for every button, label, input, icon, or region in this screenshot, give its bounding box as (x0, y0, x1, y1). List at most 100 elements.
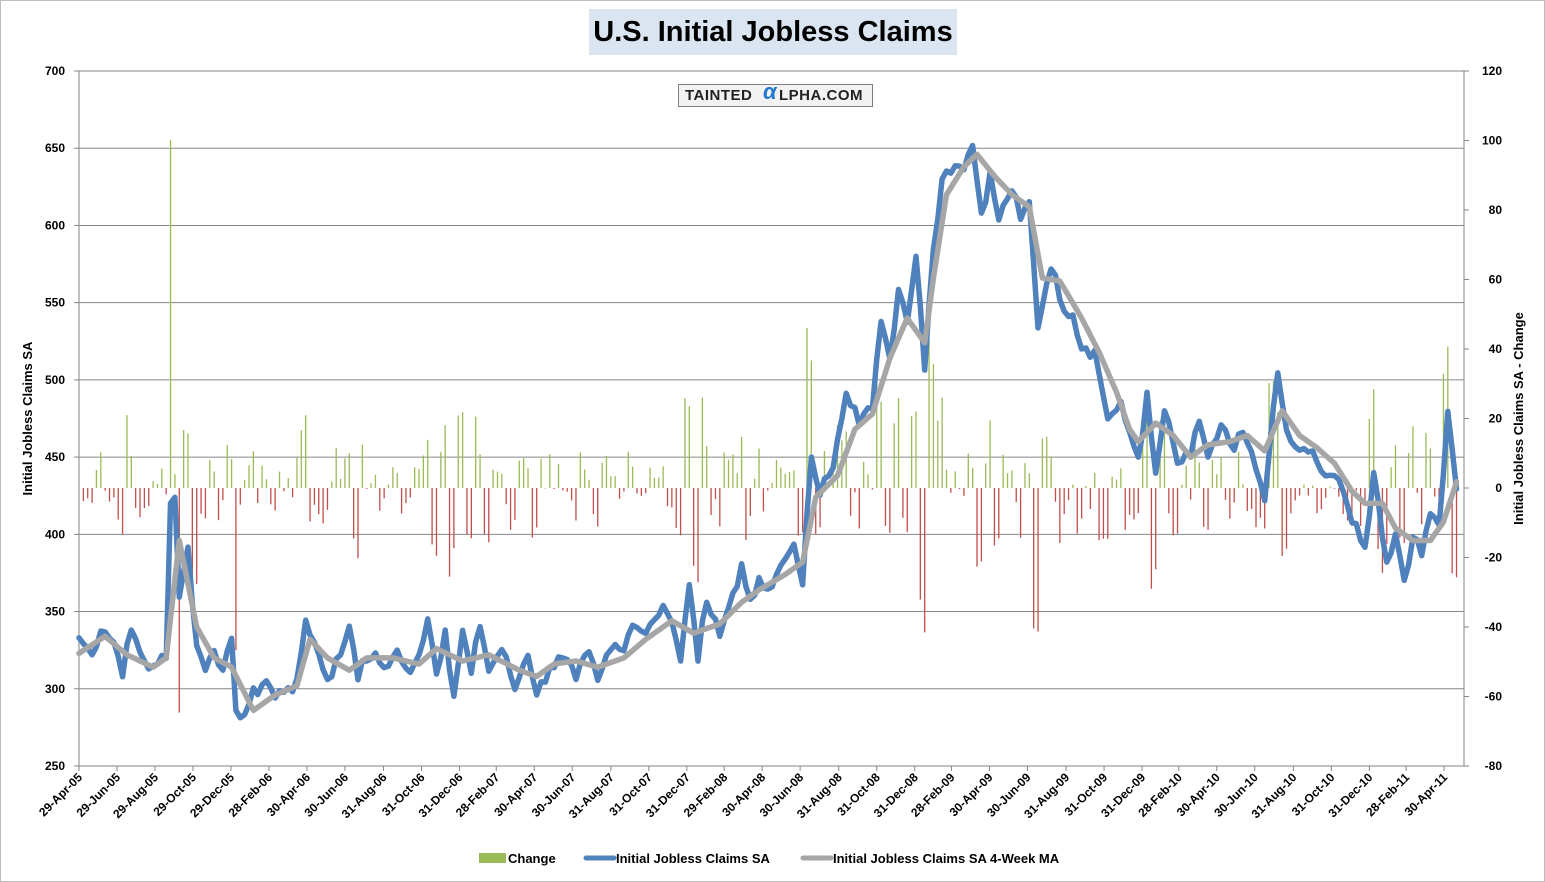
y-right-tick-label: -40 (1485, 620, 1503, 634)
change-bar (880, 401, 882, 488)
change-bar (113, 488, 115, 498)
change-bar (1006, 473, 1009, 488)
change-bar (605, 455, 608, 488)
change-bar (1455, 488, 1458, 578)
change-bar (1198, 462, 1200, 488)
change-bar (326, 488, 329, 510)
change-bar (1333, 488, 1336, 489)
change-bar (937, 420, 939, 488)
chart-title-box: U.S. Initial Jobless Claims (589, 9, 957, 55)
change-bar (985, 463, 987, 488)
change-bar (1255, 488, 1257, 528)
change-bar (732, 454, 734, 488)
change-bar (531, 488, 534, 538)
change-bar (941, 397, 943, 488)
change-bar (156, 483, 159, 488)
change-bar (387, 484, 390, 488)
change-bar (640, 488, 643, 496)
change-bar (1155, 488, 1157, 570)
change-bar (967, 453, 969, 488)
change-bar (1412, 426, 1414, 488)
change-bar (1394, 445, 1397, 488)
change-bar (1194, 432, 1196, 488)
change-bar (906, 488, 908, 533)
change-bar (701, 397, 704, 488)
change-bar (1054, 488, 1057, 502)
y-left-tick-label: 550 (45, 296, 65, 310)
change-bar (1050, 456, 1052, 488)
change-bar (108, 488, 111, 502)
change-bar (91, 488, 93, 503)
change-bar (540, 458, 542, 488)
brand-logo: TAINTED α LPHA.COM (678, 81, 873, 107)
change-bar (348, 453, 350, 488)
change-bar (427, 439, 429, 488)
change-bar (1019, 488, 1022, 538)
change-bar (1085, 485, 1087, 488)
change-bar (87, 488, 89, 499)
change-bar (575, 488, 577, 521)
change-bar (448, 488, 451, 577)
change-bar (767, 488, 769, 491)
change-bar (736, 473, 738, 488)
change-bar (758, 448, 760, 488)
change-bar (806, 328, 808, 488)
legend-label-change: Change (508, 851, 556, 866)
change-bar (1059, 488, 1061, 543)
change-bar (209, 459, 211, 488)
change-bar (444, 425, 446, 488)
plot-area-border (78, 70, 1465, 767)
change-bar (139, 488, 141, 518)
change-bar (915, 411, 917, 488)
change-bar (270, 488, 272, 505)
change-bar (265, 479, 268, 488)
change-bar (684, 398, 686, 488)
change-bar (400, 488, 403, 514)
change-bar (217, 488, 220, 521)
change-bar (414, 467, 416, 488)
change-bar (876, 378, 878, 488)
change-bar (435, 488, 438, 556)
change-bar (945, 469, 948, 488)
change-bar (1203, 488, 1205, 527)
change-bar (549, 454, 551, 488)
change-bar (461, 412, 464, 488)
change-bar (536, 488, 538, 528)
change-bar (178, 488, 180, 713)
change-bar (867, 474, 869, 488)
change-bar (544, 488, 547, 489)
y-right-tick-label: -80 (1485, 759, 1503, 773)
change-bar (309, 488, 311, 522)
change-bar (82, 488, 85, 502)
change-bar (1133, 488, 1135, 520)
change-bar (1181, 484, 1183, 488)
change-bar (278, 471, 281, 488)
change-bar (950, 488, 952, 493)
change-bar (283, 488, 285, 492)
change-bar (370, 483, 372, 488)
change-bar (1089, 488, 1092, 509)
change-bar (1063, 488, 1065, 515)
change-bar (693, 488, 695, 566)
change-bar (924, 488, 926, 633)
change-bar (135, 488, 137, 509)
change-bar (631, 466, 634, 488)
change-bar (1303, 484, 1305, 488)
change-bar (492, 469, 494, 488)
change-bar (658, 477, 660, 488)
y-right-tick-label: 120 (1482, 64, 1502, 78)
y-right-tick-label: -60 (1485, 690, 1503, 704)
change-bar (196, 488, 198, 584)
change-bar (1024, 463, 1026, 488)
change-bar (431, 488, 433, 545)
change-bar (1264, 488, 1266, 529)
change-bar (300, 430, 302, 488)
y-right-tick-label: 80 (1489, 203, 1503, 217)
change-bar (627, 451, 629, 488)
change-bar (645, 488, 647, 494)
change-bar (475, 416, 477, 488)
y-left-tick-label: 250 (45, 759, 65, 773)
change-bar (1189, 488, 1192, 500)
change-bar (383, 488, 385, 499)
